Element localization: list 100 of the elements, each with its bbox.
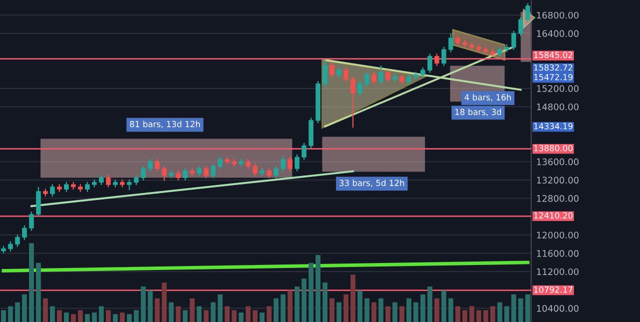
candlestick <box>154 158 160 172</box>
y-tick-label: 12000.00 <box>537 232 579 239</box>
candlestick <box>441 46 446 67</box>
bar <box>392 302 398 322</box>
bar <box>490 306 496 322</box>
bar <box>204 310 209 322</box>
candlestick <box>302 142 306 160</box>
annotation: 33 bars, 5d 12h <box>340 180 404 187</box>
bar <box>344 294 348 322</box>
candlestick <box>84 181 90 192</box>
bar <box>134 310 139 322</box>
bar <box>56 310 62 322</box>
bar <box>525 294 530 322</box>
bar <box>182 310 188 322</box>
candlestick <box>22 224 27 241</box>
y-tick-label: 13600.00 <box>537 158 579 166</box>
bar <box>476 310 482 322</box>
bar <box>50 306 55 322</box>
bar <box>322 282 328 322</box>
candlestick <box>252 162 258 176</box>
bar <box>434 298 440 322</box>
bar <box>92 312 97 322</box>
bar <box>15 302 20 322</box>
bar <box>154 298 160 322</box>
bar <box>511 294 516 322</box>
bar <box>399 306 404 322</box>
candlestick <box>372 71 376 85</box>
bar <box>196 306 202 322</box>
bar <box>224 306 230 322</box>
bar <box>266 306 272 322</box>
candlestick <box>378 64 384 85</box>
y-tick-label: 13200.00 <box>537 176 579 184</box>
bar <box>260 312 265 322</box>
candlestick <box>204 165 209 179</box>
annotation: 4 bars, 16h <box>464 94 511 102</box>
bar <box>308 262 314 322</box>
bar <box>64 312 69 322</box>
candlestick <box>525 2 530 23</box>
candlestick <box>364 71 370 88</box>
bar <box>385 306 390 322</box>
ref-line-label: 10792.17 <box>534 286 572 293</box>
bar <box>316 254 320 322</box>
bar <box>1 310 6 322</box>
bar <box>364 298 370 322</box>
candlestick <box>218 156 223 170</box>
candlestick <box>15 234 20 248</box>
bar <box>140 286 146 322</box>
bar <box>427 286 432 322</box>
bar <box>469 306 474 322</box>
bar <box>98 306 104 322</box>
bar <box>280 294 286 322</box>
text: 15472.19 <box>534 74 572 80</box>
ref-line-label: 15845.02 <box>534 52 572 58</box>
candlestick <box>29 211 34 232</box>
bar <box>448 298 454 322</box>
candlestick <box>64 181 69 192</box>
annotation: 18 bars, 3d <box>455 108 501 116</box>
candlestick <box>106 174 111 188</box>
candlestick <box>344 66 348 83</box>
candlestick <box>148 158 153 172</box>
y-tick-label: 10400.00 <box>537 304 579 312</box>
bar <box>420 294 426 322</box>
bar <box>462 310 468 322</box>
bar <box>70 314 76 322</box>
bar <box>358 290 362 322</box>
candlestick <box>246 158 251 170</box>
ref-line-label: 12410.20 <box>534 212 573 219</box>
bar <box>336 302 342 322</box>
bar <box>106 310 111 322</box>
bar <box>246 306 251 322</box>
bar <box>371 302 376 322</box>
bar <box>497 302 502 322</box>
bar <box>29 243 34 322</box>
candlestick <box>266 168 272 179</box>
candlestick <box>210 162 216 179</box>
candlestick <box>420 66 426 78</box>
candlestick <box>330 62 334 78</box>
candlestick <box>455 34 460 46</box>
candlestick <box>162 165 167 182</box>
bar <box>483 310 488 322</box>
candlestick <box>288 156 292 172</box>
y-tick-label: 12800.00 <box>537 195 579 202</box>
bar <box>252 310 258 322</box>
candlestick <box>434 53 440 67</box>
candlestick <box>182 168 188 182</box>
candlestick <box>427 53 432 74</box>
bar <box>232 310 237 322</box>
bar <box>504 306 510 322</box>
candlestick <box>518 16 524 37</box>
bar <box>455 306 460 322</box>
bar <box>162 282 167 322</box>
bar <box>84 314 90 322</box>
bar <box>413 302 418 322</box>
candlestick <box>350 76 356 128</box>
text: 15832.72 <box>534 64 572 71</box>
bar <box>406 298 412 322</box>
candlestick <box>274 165 278 179</box>
candlestick <box>36 186 41 218</box>
candlestick <box>406 74 412 85</box>
bar <box>210 302 216 322</box>
